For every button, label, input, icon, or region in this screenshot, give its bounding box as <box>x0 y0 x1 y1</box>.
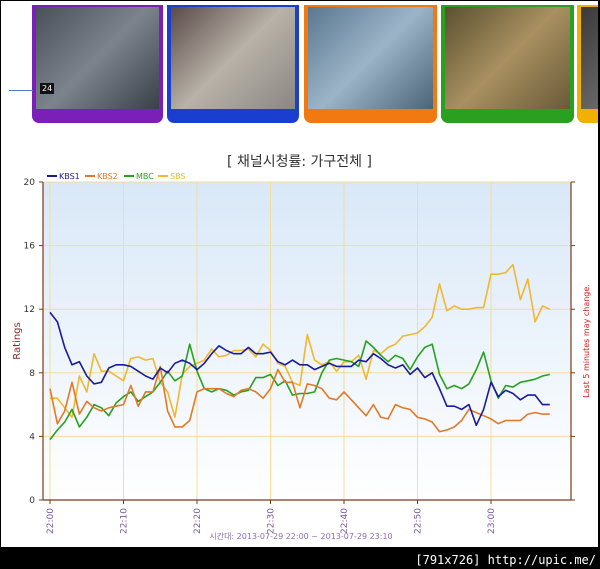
x-tick-label: 22:30 <box>267 508 277 534</box>
page-frame: 24 [ 채널시청률: 가구전체 ] 0 4 8 12 16 20 22:00 22:10 22… <box>1 1 598 547</box>
x-tick-label: 22:40 <box>340 508 350 534</box>
thumb-4[interactable] <box>441 5 574 123</box>
chart-title: [ 채널시청률: 가구전체 ] <box>227 154 372 170</box>
legend-label-kbs1: KBS1 <box>59 172 80 181</box>
y-tick-label: 4 <box>29 432 35 442</box>
y-tick-label: 0 <box>29 496 35 506</box>
series-line-mbc <box>49 340 550 441</box>
legend-label-kbs2: KBS2 <box>97 172 118 181</box>
y-axis-label: Ratings <box>12 322 23 359</box>
thumbnail-image <box>581 7 598 109</box>
series-line-kbs2 <box>49 365 550 433</box>
decorative-line <box>9 90 33 91</box>
series-line-sbs <box>50 263 551 419</box>
x-tick-label: 22:50 <box>414 508 424 534</box>
x-tick-label: 22:20 <box>193 508 203 534</box>
x-tick-label: 23:00 <box>487 508 497 534</box>
right-note: Last 5 minutes may change. <box>582 284 591 398</box>
legend-label-sbs: SBS <box>170 172 186 181</box>
thumbnail-image <box>308 7 433 109</box>
x-tick-label: 22:10 <box>120 508 130 534</box>
x-axis-caption: 시간대: 2013-07-29 22:00 ~ 2013-07-29 23:10 <box>209 531 392 541</box>
thumb-1[interactable]: 24 <box>32 5 163 123</box>
thumb-3[interactable] <box>304 5 437 123</box>
thumbnail-image <box>445 7 570 109</box>
thumbnail-image <box>36 7 159 109</box>
thumbnail-image <box>171 7 295 109</box>
y-tick-label: 16 <box>24 242 36 252</box>
thumb-2[interactable] <box>167 5 299 123</box>
series-line-kbs1 <box>49 311 550 427</box>
x-tick-label: 22:00 <box>46 508 56 534</box>
channel-tag: 24 <box>40 83 55 94</box>
ratings-chart: 0 4 8 12 16 20 22:00 22:10 22:20 22:30 22:40 22:50 2… <box>12 172 591 541</box>
y-tick-label: 12 <box>24 305 35 315</box>
legend-label-mbc: MBC <box>136 172 154 181</box>
watermark: [791x726] http://upic.me/ <box>415 553 596 567</box>
y-tick-label: 8 <box>29 369 35 379</box>
thumb-5[interactable] <box>577 5 598 123</box>
y-tick-label: 20 <box>24 178 36 188</box>
